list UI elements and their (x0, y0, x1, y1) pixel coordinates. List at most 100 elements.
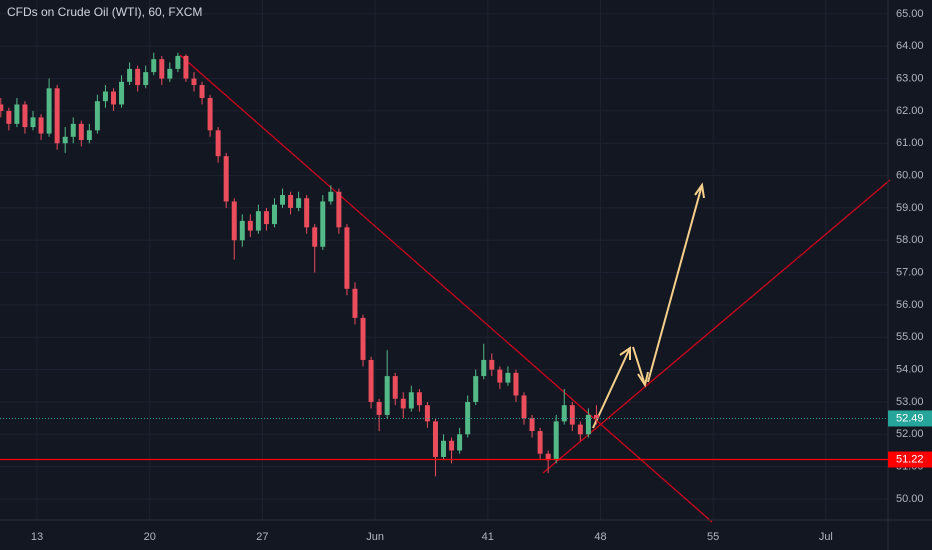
candle-body (119, 81, 125, 105)
price-label-box (888, 410, 932, 427)
candle-body (22, 104, 28, 128)
y-tick-label: 56.00 (896, 299, 924, 311)
candle-body (30, 117, 36, 128)
candle-body (62, 136, 68, 144)
candle-body (6, 110, 12, 124)
candles (0, 52, 599, 477)
candle-body (416, 392, 422, 406)
candle-body (247, 220, 253, 231)
y-tick-label: 57.00 (896, 267, 924, 279)
candle-body (497, 369, 503, 383)
y-tick-label: 52.00 (896, 428, 924, 440)
candle-body (545, 453, 551, 461)
x-tick-label: Jul (819, 531, 833, 543)
candle-body (368, 359, 374, 402)
chart-title: CFDs on Crude Oil (WTI), 60, FXCM (7, 5, 202, 19)
price-label-box (888, 451, 932, 468)
y-tick-label: 63.00 (896, 72, 924, 84)
candle-body (239, 220, 245, 241)
candle-body (38, 117, 44, 134)
candle-body (199, 85, 205, 98)
candle-body (54, 88, 60, 144)
candle-body (352, 288, 358, 318)
arrow-head (619, 346, 631, 360)
drawings (179, 54, 891, 523)
candle-body (143, 72, 149, 86)
y-tick-label: 65.00 (896, 8, 924, 20)
x-tick-label: 27 (256, 531, 268, 543)
y-tick-label: 62.00 (896, 105, 924, 117)
candle-body (320, 201, 326, 247)
candle-body (304, 198, 310, 228)
candle-body (537, 431, 543, 454)
candle-body (360, 317, 366, 360)
candle-body (271, 204, 277, 225)
candle-body (529, 418, 535, 432)
candle-body (70, 123, 76, 137)
candle-body (94, 101, 100, 131)
candle-body (577, 424, 583, 435)
candle-body (553, 421, 559, 461)
candle-body (263, 211, 269, 225)
candle-body (102, 91, 108, 102)
y-tick-label: 55.00 (896, 331, 924, 343)
candle-body (384, 376, 390, 415)
candle-body (111, 91, 116, 105)
y-tick-label: 53.00 (896, 396, 924, 408)
candle-body (151, 59, 157, 73)
candle-body (0, 104, 4, 111)
y-tick-label: 59.00 (896, 202, 924, 214)
y-tick-label: 54.00 (896, 364, 924, 376)
candle-body (223, 156, 229, 202)
x-tick-label: 55 (707, 531, 719, 543)
candle-body (432, 421, 438, 457)
candle-body (86, 130, 92, 141)
candle-body (400, 398, 406, 409)
candle-body (505, 372, 511, 383)
candle-body (167, 68, 173, 79)
candle-body (288, 195, 294, 208)
candle-body (312, 227, 318, 247)
candle-body (376, 401, 382, 415)
candle-body (424, 405, 430, 422)
candle-body (135, 68, 141, 86)
candle-body (46, 88, 52, 134)
candle-body (392, 376, 398, 399)
candle-body (489, 359, 495, 370)
candle-body (328, 191, 334, 202)
candle-body (465, 401, 471, 435)
arrow (592, 347, 631, 429)
candle-body (449, 440, 455, 451)
x-tick-label: 20 (144, 531, 156, 543)
x-tick-label: 48 (594, 531, 606, 543)
candle-body (521, 395, 527, 419)
candle-body (255, 211, 261, 231)
candle-body (296, 198, 302, 208)
price-label: 52.49 (896, 412, 924, 424)
candle-body (585, 414, 591, 435)
candle-body (441, 440, 447, 457)
candle-body (231, 201, 237, 241)
trend-line (179, 54, 713, 523)
x-tick-label: 13 (31, 531, 43, 543)
candle-body (457, 434, 463, 451)
candle-body (215, 130, 221, 157)
candle-body (593, 414, 599, 419)
candle-body (159, 59, 165, 79)
y-tick-label: 61.00 (896, 137, 924, 149)
price-label: 51.22 (896, 453, 924, 465)
candle-body (191, 78, 197, 86)
candle-body (408, 392, 414, 409)
candle-body (280, 195, 286, 205)
candle-body (473, 376, 479, 402)
y-tick-label: 64.00 (896, 40, 924, 52)
y-tick-label: 60.00 (896, 170, 924, 182)
candle-body (183, 55, 189, 79)
candle-body (336, 191, 342, 228)
arrow (632, 346, 646, 386)
x-tick-label: Jun (366, 531, 384, 543)
candle-body (14, 104, 20, 124)
candle-body (207, 97, 213, 131)
candle-body (175, 55, 181, 69)
